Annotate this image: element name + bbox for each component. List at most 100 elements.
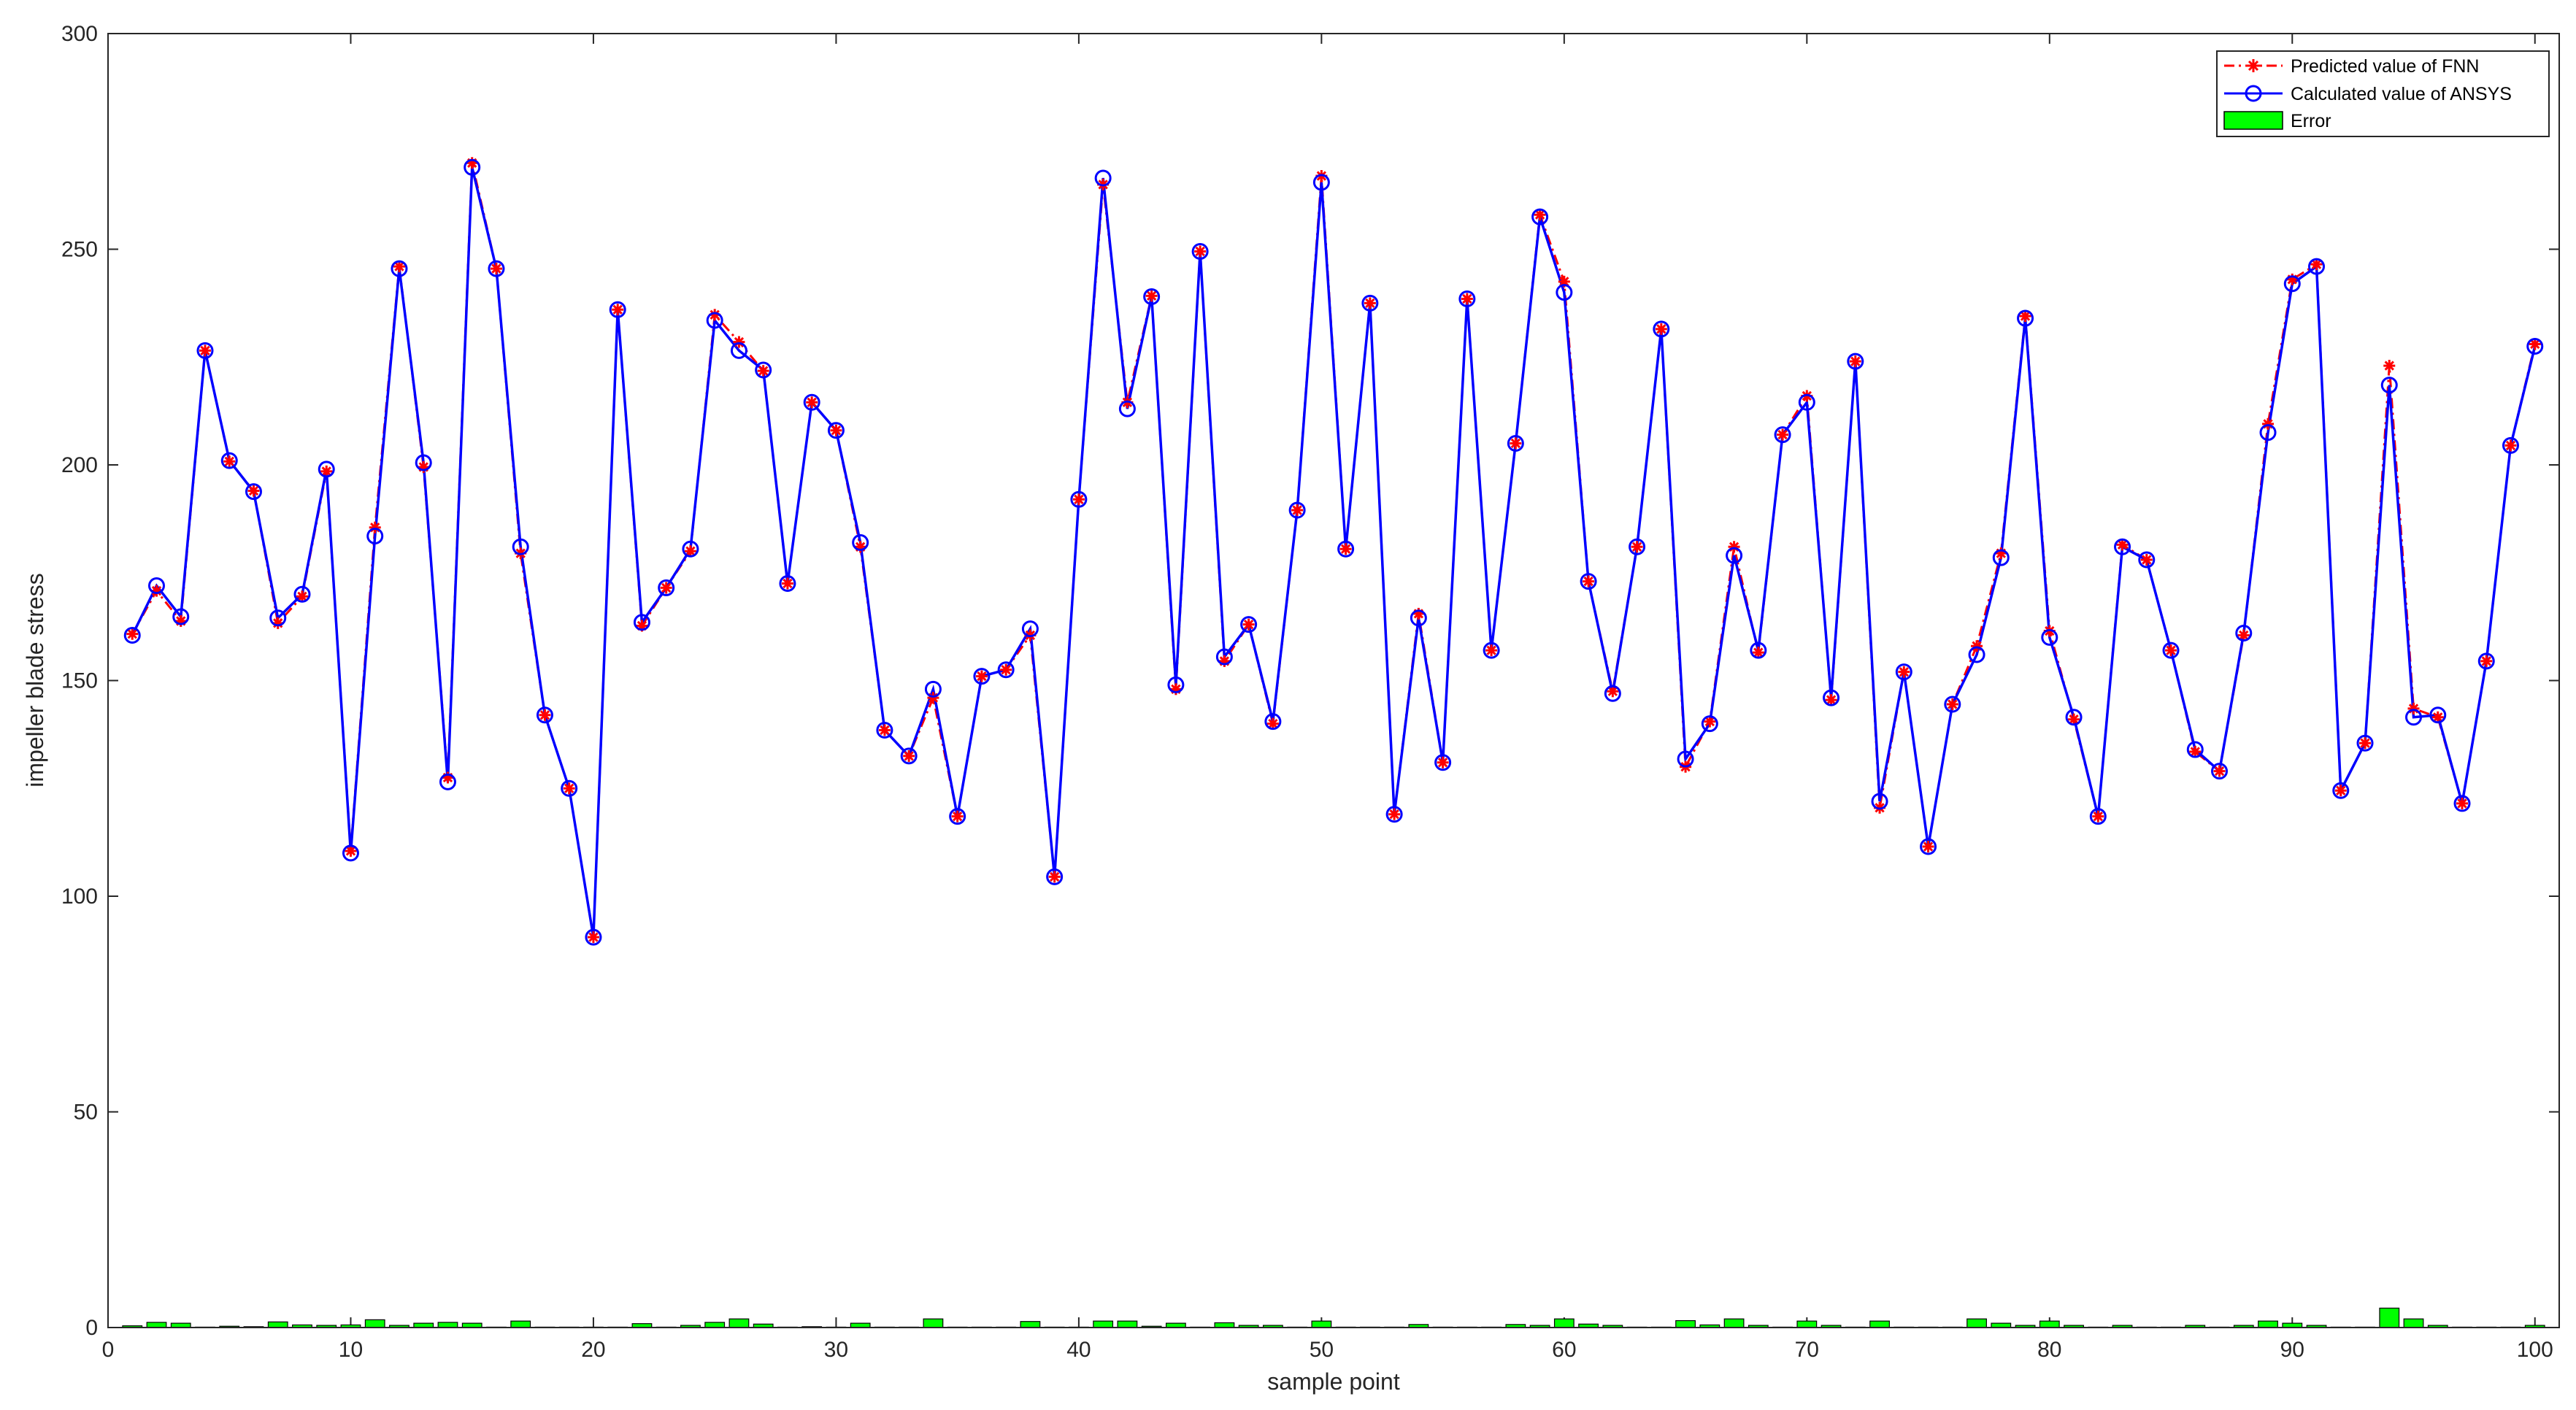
point-ansys [1312,174,1330,191]
point-ansys [924,680,942,698]
point-ansys [536,706,553,724]
point-ansys [1847,352,1864,370]
error-bar [437,1322,458,1328]
point-fnn [903,750,915,762]
point-ansys [609,301,626,318]
point-ansys [1798,393,1815,411]
error-bar [2039,1320,2060,1328]
point-ansys [1264,713,1282,731]
point-ansys [1143,288,1161,306]
point-ansys [2332,782,2350,799]
point-fnn [587,931,599,944]
point-ansys [1629,538,1646,555]
point-ansys [1701,715,1718,733]
y-tick-label: 150 [61,669,98,693]
y-tick-label: 250 [61,238,98,262]
error-bar [364,1319,385,1328]
y-tick-label: 0 [85,1316,98,1340]
point-fnn [1145,290,1158,302]
legend-label-fnn: Predicted value of FNN [2291,56,2479,77]
point-fnn [1169,683,1182,696]
point-ansys [1021,620,1039,638]
point-ansys [1094,169,1112,187]
error-bar [1796,1320,1818,1328]
point-ansys [318,461,335,478]
legend-entry-fnn: Predicted value of FNN [2224,56,2479,77]
point-ansys [1531,208,1549,226]
error-bar [1117,1320,1138,1328]
point-ansys [1944,696,1961,713]
point-ansys [755,361,772,379]
error-bar [923,1318,944,1328]
point-ansys [1337,540,1355,558]
plot-frame [107,33,2560,1328]
x-tick-label: 50 [1310,1338,1334,1362]
legend: Predicted value of FNN Calculated value … [2216,50,2550,137]
point-ansys [1895,663,1912,681]
point-ansys [1823,689,1840,706]
point-ansys [2211,763,2229,780]
point-ansys [1410,609,1427,627]
error-bar [728,1318,750,1328]
point-fnn [1655,323,1667,335]
point-fnn [927,692,939,704]
point-fnn [1048,871,1061,883]
error-bar [146,1322,167,1328]
x-axis-ticks: 0 10 20 30 40 50 60 70 80 90 100 [102,34,2553,1362]
point-ansys [415,454,432,471]
series-lines [131,162,2537,938]
point-fnn [1849,355,1861,368]
point-ansys [633,614,650,631]
legend-swatch-error [2223,111,2283,130]
error-bar [267,1321,288,1328]
point-fnn [223,455,236,468]
point-ansys [561,779,578,797]
point-ansys [1070,490,1088,508]
point-ansys [852,533,869,551]
error-bar [2379,1307,2400,1328]
point-ansys [2429,706,2447,724]
point-fnn [1000,663,1012,676]
point-fnn [1946,698,1958,711]
point-fnn [1534,209,1546,221]
point-fnn [126,628,139,640]
point-ansys [464,158,481,176]
point-fnn [1242,618,1255,631]
point-ansys [2453,795,2471,812]
x-tick-label: 40 [1066,1338,1091,1362]
point-fnn [2480,655,2493,667]
y-tick-label: 300 [61,22,98,46]
point-fnn [1339,543,1352,555]
point-ansys [1920,838,1937,855]
legend-label-ansys: Calculated value of ANSYS [2291,84,2512,104]
point-fnn [369,521,381,533]
point-fnn [2116,539,2129,551]
point-ansys [1653,320,1670,338]
point-fnn [1218,655,1231,667]
point-ansys [1774,426,1791,444]
point-ansys [1580,573,1597,590]
point-fnn [2334,785,2347,797]
point-ansys [391,260,408,277]
point-fnn [1825,694,1837,706]
y-tick-label: 50 [74,1101,98,1125]
point-fnn [781,577,793,590]
point-fnn [2189,746,2202,758]
point-fnn [830,424,842,436]
point-fnn [1461,293,1473,305]
point-fnn [2213,765,2226,777]
point-ansys [269,609,287,627]
point-ansys [585,928,602,946]
error-bar [1675,1320,1696,1328]
point-fnn [2165,644,2177,657]
point-ansys [876,721,893,739]
point-ansys [1992,549,2010,566]
point-fnn [563,782,575,795]
point-fnn [199,344,211,357]
point-fnn [684,545,696,558]
legend-marker-ansys [2245,85,2262,102]
point-fnn [1194,245,1207,258]
point-ansys [2502,436,2520,454]
x-tick-label: 100 [2517,1338,2553,1362]
point-fnn [2431,711,2444,723]
